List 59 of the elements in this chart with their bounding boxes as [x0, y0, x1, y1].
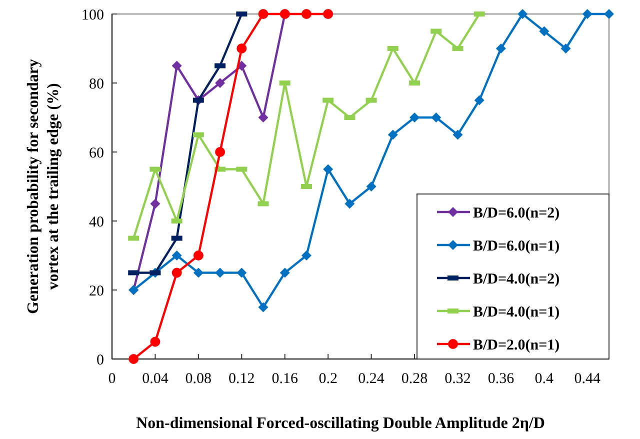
point [301, 9, 312, 19]
point [474, 95, 484, 106]
point [431, 112, 442, 122]
point [172, 268, 182, 278]
point [258, 9, 268, 19]
point [128, 354, 139, 364]
point [452, 130, 463, 140]
y-axis-title: Generation probability for secondary vortex at the trailing edge (%) [25, 59, 62, 314]
x-tick-label: 0.2 [318, 371, 338, 387]
point [518, 9, 528, 19]
point [150, 336, 160, 347]
x-tick-label: 0 [108, 371, 116, 387]
x-tick-label: 0.32 [444, 371, 471, 387]
point [301, 250, 312, 260]
point [539, 26, 550, 36]
point [215, 147, 226, 157]
legend-label: B/D=6.0(n=1) [473, 238, 560, 254]
x-tick-label: 0.36 [488, 371, 515, 387]
legend-label: B/D=4.0(n=1) [473, 304, 560, 320]
x-tick-label: 0.44 [574, 371, 602, 387]
y-tick-label: 100 [82, 7, 104, 24]
point [236, 268, 247, 278]
legend-label: B/D=6.0(n=2) [473, 205, 560, 222]
x-tick-label: 0.16 [272, 371, 298, 387]
point [280, 268, 290, 278]
point [560, 44, 571, 54]
point [215, 268, 226, 278]
point [366, 182, 376, 192]
x-axis-title: Non-dimensional Forced-oscillating Double Amplitude 2η/D [136, 415, 545, 432]
point [496, 44, 506, 54]
point [215, 78, 226, 88]
legend-label: B/D=2.0(n=1) [473, 337, 560, 354]
point [604, 9, 614, 19]
point [258, 302, 268, 312]
y-tick-label: 20 [89, 283, 104, 300]
point [410, 112, 420, 122]
y-tick-label: 80 [89, 76, 104, 92]
y-tick-label: 60 [89, 145, 104, 162]
y-tick-label: 0 [96, 352, 104, 368]
point [323, 9, 334, 19]
point [193, 268, 204, 278]
x-tick-label: 0.28 [401, 371, 428, 387]
x-tick-label: 0.12 [228, 371, 255, 387]
point [150, 198, 160, 209]
point [344, 198, 355, 209]
x-tick-label: 0.08 [185, 371, 212, 387]
x-tick-label: 0.24 [358, 371, 385, 387]
y-tick-label: 40 [89, 214, 104, 230]
point [582, 9, 592, 19]
point [193, 250, 204, 260]
x-tick-label: 0.04 [142, 371, 169, 387]
point [323, 164, 334, 174]
point [388, 130, 398, 140]
point [236, 44, 247, 54]
point [258, 112, 268, 122]
point [172, 250, 182, 260]
point [172, 60, 182, 71]
legend-label: B/D=4.0(n=2) [473, 271, 560, 288]
x-tick-label: 0.4 [534, 371, 554, 387]
